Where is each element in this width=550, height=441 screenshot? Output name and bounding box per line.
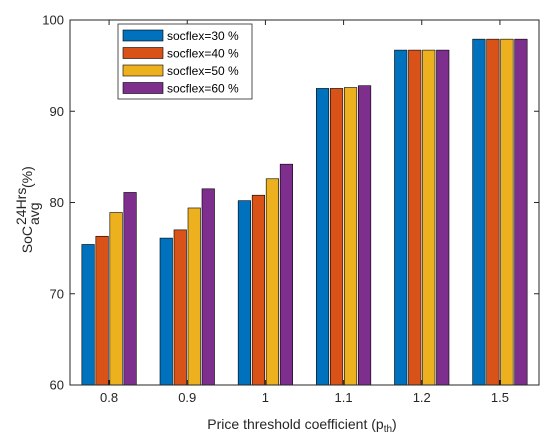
y-axis-label-subscript: avg — [26, 202, 42, 225]
bar-0.8-series-1 — [81, 244, 95, 386]
y-axis-label-end: (%) — [19, 166, 35, 188]
bar-1-series-1 — [237, 200, 251, 386]
bar-0.9-series-2 — [173, 229, 187, 386]
legend-label-series-1: socflex=30 % — [167, 29, 239, 43]
y-axis-label: SoC 24Hrs avg (%) — [13, 166, 42, 253]
legend-label-series-4: socflex=60 % — [167, 82, 239, 96]
bar-0.8-series-4 — [123, 192, 137, 386]
x-tick-label: 1.5 — [491, 390, 509, 405]
x-tick-label: 0.8 — [100, 390, 118, 405]
bar-1-series-4 — [279, 163, 293, 386]
bar-1.5-series-2 — [486, 38, 500, 386]
y-tick-label: 60 — [50, 378, 64, 393]
bar-0.9-series-3 — [187, 207, 201, 386]
bar-1.5-series-1 — [472, 38, 486, 386]
y-tick-label: 90 — [50, 104, 64, 119]
legend-swatch-series-1 — [122, 29, 164, 42]
y-tick-label: 70 — [50, 286, 64, 301]
bar-1.1-series-3 — [344, 87, 358, 386]
x-axis-label-subscript: th — [384, 424, 392, 435]
legend-label-series-2: socflex=40 % — [167, 47, 239, 61]
bar-0.9-series-4 — [201, 188, 215, 386]
x-tick-label: 1.2 — [413, 390, 431, 405]
bar-1-series-2 — [251, 194, 265, 386]
legend-swatch-series-4 — [122, 82, 164, 94]
x-axis-label: Price threshold coefficient (pth) — [207, 416, 396, 435]
y-axis: 60 70 80 90 100 — [42, 13, 539, 393]
y-tick-label: 100 — [42, 13, 64, 28]
bar-1.2-series-1 — [394, 49, 408, 386]
x-tick-label: 1 — [262, 390, 269, 405]
x-axis-label-main: Price threshold coefficient (p — [207, 416, 384, 432]
legend: socflex=30 % socflex=40 % socflex=50 % socf… — [117, 23, 253, 100]
bar-1.2-series-4 — [436, 49, 450, 386]
legend-swatch-series-3 — [122, 64, 164, 77]
bar-0.8-series-2 — [95, 235, 109, 386]
x-axis: 0.8 0.9 1 1.1 1.2 1.5 — [100, 20, 509, 405]
y-axis-label-superscript: 24Hrs — [13, 188, 29, 225]
legend-swatch-series-2 — [122, 47, 164, 59]
bar-1.1-series-4 — [358, 85, 372, 386]
bar-0.9-series-1 — [159, 237, 173, 386]
bars-group — [81, 38, 528, 386]
x-tick-label: 1.1 — [335, 390, 353, 405]
x-axis-label-end: ) — [392, 416, 397, 432]
y-tick-label: 80 — [50, 195, 64, 210]
legend-label-series-3: socflex=50 % — [167, 64, 239, 78]
bar-1.5-series-4 — [514, 38, 528, 386]
bar-1.2-series-3 — [422, 49, 436, 386]
y-axis-label-main: SoC — [19, 226, 35, 253]
bar-1.1-series-1 — [316, 88, 330, 386]
bar-0.8-series-3 — [109, 212, 123, 386]
bar-1-series-3 — [265, 178, 279, 386]
x-tick-label: 0.9 — [178, 390, 196, 405]
bar-1.5-series-3 — [500, 38, 514, 386]
bar-1.2-series-2 — [408, 49, 422, 386]
bar-1.1-series-2 — [330, 88, 344, 386]
